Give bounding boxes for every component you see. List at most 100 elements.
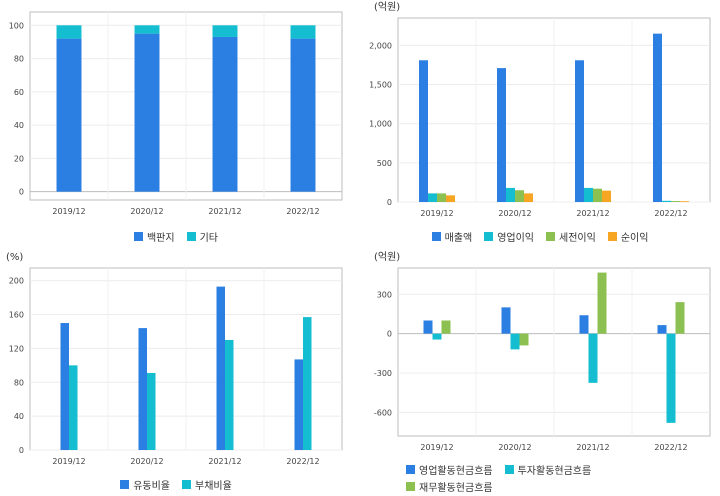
bar-4-2022/12 (680, 201, 689, 203)
legend-swatch (504, 465, 514, 474)
y-tick-label: 1,000 (369, 120, 392, 129)
bar-2-2021/12 (212, 25, 238, 37)
legend-swatch (406, 482, 415, 491)
x-tick-label: 2022/12 (286, 207, 319, 216)
y-tick-label: 0 (387, 330, 392, 339)
bar-3-2021/12 (593, 188, 602, 202)
bar-4-2020/12 (524, 193, 533, 202)
legend-swatch (607, 232, 617, 241)
x-tick-label: 2019/12 (420, 443, 453, 452)
legend-swatch (484, 232, 494, 241)
legend-label: 영업활동현금흐름 (419, 466, 493, 477)
bar-1-2020/12 (134, 33, 160, 192)
bar-2-2021/12 (584, 187, 593, 202)
legend-label: 백판지 (146, 233, 175, 244)
chart-svg-income: 0 500 1,000 1,500 2,000 (억원) 2019/12 2020/12 202… (369, 1, 711, 218)
legend-swatch (120, 480, 130, 489)
legend-item[interactable]: 부채비율 (182, 477, 232, 492)
bar-2-2022/12 (662, 200, 671, 202)
legend-item[interactable]: 기타 (186, 229, 218, 244)
unit-label: (억원) (374, 251, 400, 263)
legend-item[interactable]: 백판지 (133, 229, 175, 244)
x-tick-label: 2022/12 (654, 209, 687, 218)
legend-item[interactable]: 유동비율 (120, 477, 170, 492)
y-tick-label: 80 (14, 378, 24, 387)
y-tick-label: 80 (14, 55, 24, 64)
bar-2-2020/12 (506, 187, 515, 202)
bar-1-2020/12 (501, 307, 511, 334)
legend-item[interactable]: 재무활동현금흐름 (406, 479, 493, 494)
bar-2-2019/12 (56, 25, 82, 39)
bar-1-2022/12 (657, 325, 667, 334)
legend-label: 부채비율 (195, 481, 232, 492)
bar-1-2020/12 (138, 328, 147, 450)
y-tick-label: 500 (377, 159, 392, 168)
legend-swatch (182, 480, 191, 489)
chart-svg-cashflow: -600 -300 0 300 (억원) 2019/12 2020/12 2021/12 202… (374, 251, 711, 452)
y-tick-label: 0 (19, 188, 24, 197)
bar-2-2022/12 (290, 25, 316, 39)
chart-panel-cashflow: -600 -300 0 300 (억원) 2019/12 2020/12 2021/12 202… (360, 248, 720, 496)
legend-item[interactable]: 순이익 (607, 229, 649, 244)
y-tick-label: -600 (374, 408, 392, 417)
bar-2-2020/12 (147, 372, 156, 450)
bar-3-2022/12 (671, 201, 680, 202)
y-tick-label: 200 (9, 277, 24, 286)
bar-3-2019/12 (441, 320, 451, 334)
y-tick-label: 1,500 (369, 81, 392, 90)
bar-1-2019/12 (56, 38, 82, 192)
legend-label: 투자활동현금흐름 (517, 466, 592, 477)
x-tick-label: 2019/12 (52, 207, 85, 216)
legend-item[interactable]: 세전이익 (546, 229, 596, 244)
y-tick-label: 60 (14, 88, 24, 97)
y-tick-label: 120 (9, 344, 24, 353)
legend-item[interactable]: 영업활동현금흐름 (406, 462, 493, 477)
legend-label: 매출액 (444, 233, 473, 244)
x-tick-label: 2022/12 (654, 443, 687, 452)
bar-2-2020/12 (134, 25, 160, 34)
y-tick-label: 20 (14, 154, 24, 163)
x-tick-label: 2019/12 (52, 457, 85, 466)
bar-3-2021/12 (597, 272, 607, 334)
legend-income: 매출액 영업이익 세전이익 순이익 (360, 229, 720, 246)
chart-svg-sales-composition: 0 20 40 60 80 100 2019/12 2020/12 2021/12 2022/12 (9, 11, 343, 216)
legend-swatch (546, 232, 555, 241)
bar-1-2021/12 (212, 36, 238, 192)
chart-panel-sales-composition: 0 20 40 60 80 100 2019/12 2020/12 2021/12 2022/12… (0, 0, 352, 248)
x-tick-label: 2020/12 (130, 207, 163, 216)
y-tick-label: 0 (19, 446, 24, 455)
y-tick-label: 40 (14, 412, 24, 421)
legend-item[interactable]: 매출액 (431, 229, 473, 244)
bar-1-2019/12 (419, 60, 428, 202)
legend-label: 재무활동현금흐름 (419, 483, 493, 494)
legend-item[interactable]: 투자활동현금흐름 (504, 462, 592, 477)
bar-1-2021/12 (579, 315, 589, 334)
chart-svg-ratios: 0 40 80 120 160 200 (%) 2019/12 2020/12 2021/12 20… (6, 252, 343, 466)
legend-swatch (431, 232, 441, 241)
bar-1-2019/12 (423, 320, 433, 334)
y-tick-label: 300 (377, 290, 392, 299)
legend-label: 영업이익 (497, 233, 534, 244)
x-tick-label: 2021/12 (576, 443, 609, 452)
bar-2-2019/12 (69, 365, 78, 450)
y-tick-label: -300 (374, 369, 392, 378)
bar-1-2022/12 (653, 33, 662, 202)
bar-2-2020/12 (510, 333, 520, 350)
bar-1-2019/12 (60, 323, 69, 450)
x-tick-label: 2021/12 (208, 457, 241, 466)
legend-label: 순이익 (620, 233, 649, 244)
bar-2-2022/12 (303, 317, 312, 450)
bar-2-2019/12 (428, 193, 437, 202)
bar-3-2020/12 (519, 333, 529, 346)
legend-ratios: 유동비율 부채비율 (0, 477, 352, 494)
bar-3-2022/12 (675, 302, 685, 334)
legend-label: 기타 (199, 233, 218, 244)
legend-swatch (133, 232, 143, 241)
legend-item[interactable]: 영업이익 (484, 229, 534, 244)
bar-1-2022/12 (290, 38, 316, 192)
chart-panel-income: 0 500 1,000 1,500 2,000 (억원) 2019/12 2020/12 202… (360, 0, 720, 248)
bar-1-2021/12 (216, 286, 225, 450)
x-tick-label: 2020/12 (498, 209, 531, 218)
bar-2-2021/12 (588, 333, 598, 383)
